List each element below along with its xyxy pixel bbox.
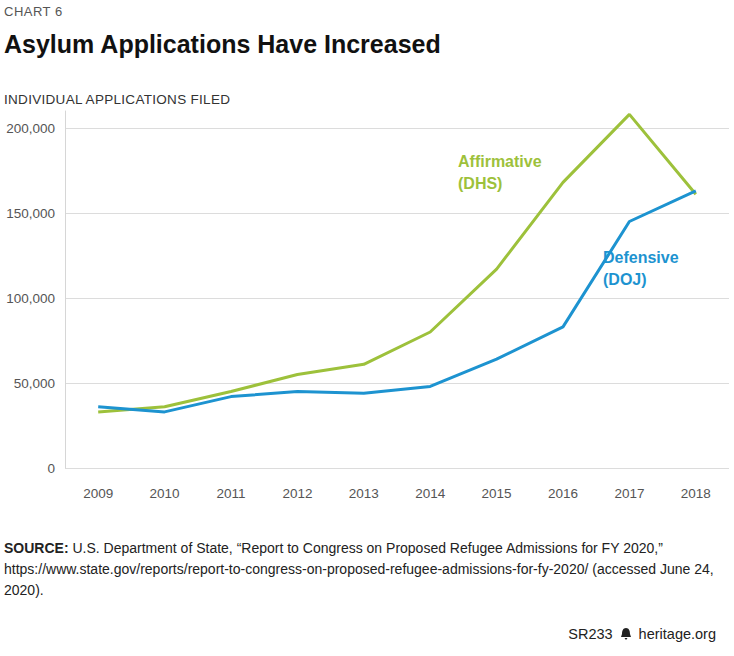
html-text:INDIVIDUAL APPLICATIONS FILED: INDIVIDUAL APPLICATIONS FILED (4, 92, 231, 107)
html-text:SOURCE: U.S. Department of Sta: SOURCE: U.S. Department of State, “Repor… (4, 540, 714, 598)
svg-text:2009: 2009 (83, 486, 113, 501)
svg-text:2011: 2011 (216, 486, 245, 501)
svg-text:2018: 2018 (681, 486, 711, 501)
svg-text:2014: 2014 (415, 486, 446, 501)
svg-text:0: 0 (47, 461, 55, 476)
svg-text:Affirmative: Affirmative (458, 153, 542, 170)
html-text:SR233: SR233 (568, 626, 613, 642)
html-text:CHART 6: CHART 6 (4, 4, 63, 19)
svg-text:50,000: 50,000 (14, 376, 55, 391)
html-text:Asylum Applications Have Incre: Asylum Applications Have Increased (4, 30, 441, 58)
svg-text:2010: 2010 (150, 486, 180, 501)
svg-text:2012: 2012 (282, 486, 312, 501)
html-text:heritage.org: heritage.org (638, 626, 716, 642)
svg-text:(DOJ): (DOJ) (603, 271, 647, 288)
svg-text:2015: 2015 (482, 486, 512, 501)
svg-text:200,000: 200,000 (6, 121, 55, 136)
svg-text:2013: 2013 (349, 486, 379, 501)
svg-text:150,000: 150,000 (6, 206, 55, 221)
svg-text:2016: 2016 (548, 486, 578, 501)
svg-text:100,000: 100,000 (6, 291, 55, 306)
svg-text:(DHS): (DHS) (458, 175, 502, 192)
svg-text:2017: 2017 (614, 486, 644, 501)
svg-text:Defensive: Defensive (603, 249, 679, 266)
